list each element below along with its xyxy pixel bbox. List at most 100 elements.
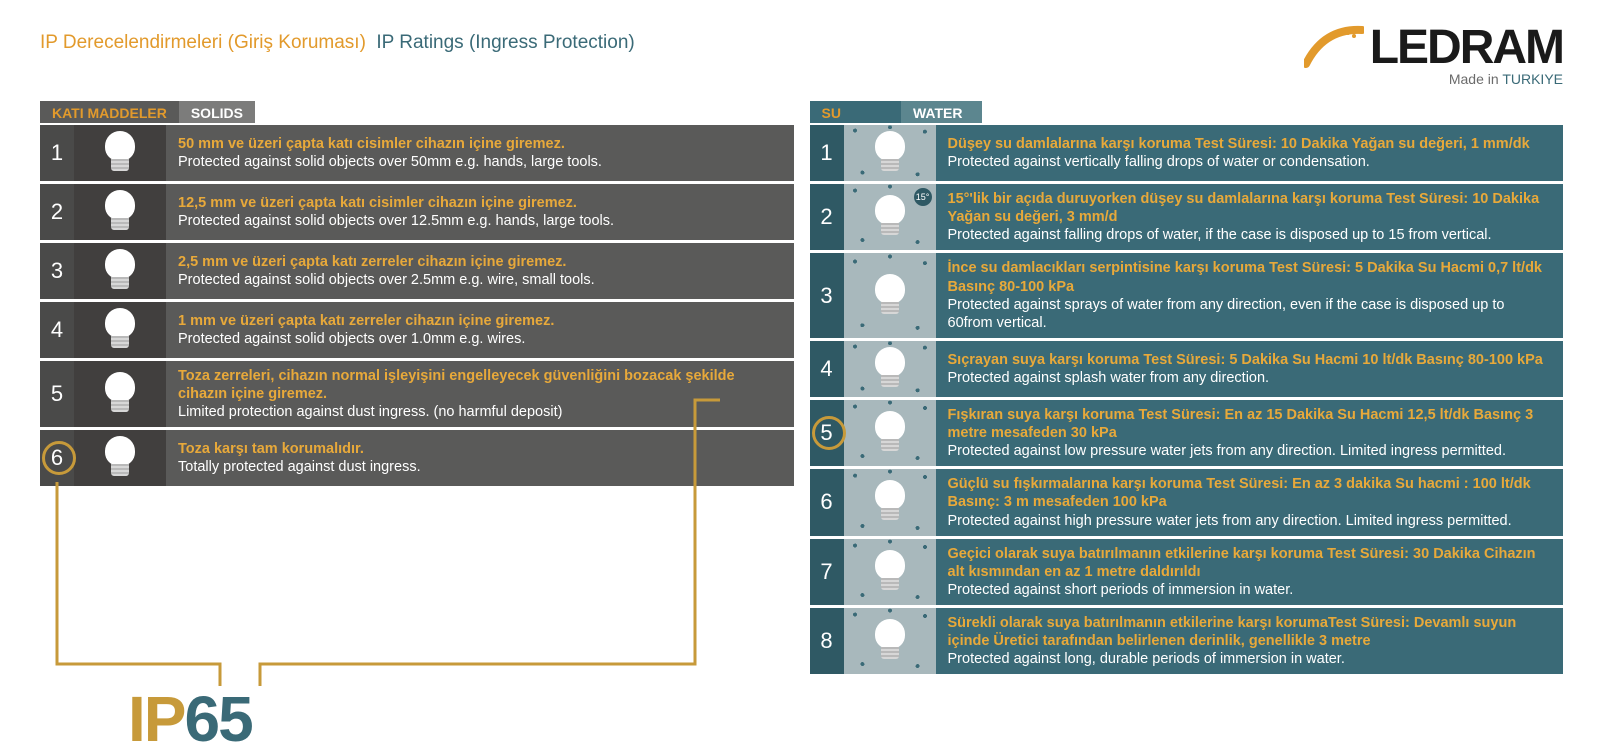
rating-description: Geçici olarak suya batırılmanın etkileri… bbox=[936, 539, 1564, 605]
water-row-2: 2 15° 15°'lik bir açıda duruyorken düşey s… bbox=[810, 184, 1564, 250]
solids-icon bbox=[74, 125, 166, 181]
desc-tr: 50 mm ve üzeri çapta katı cisimler cihaz… bbox=[178, 135, 782, 153]
logo-row: LEDRAM bbox=[1304, 20, 1563, 75]
rating-number: 3 bbox=[40, 243, 74, 299]
water-icon bbox=[844, 341, 936, 397]
rating-description: Sıçrayan suya karşı koruma Test Süresi: … bbox=[936, 341, 1564, 397]
desc-tr: 1 mm ve üzeri çapta katı zerreler cihazı… bbox=[178, 312, 782, 330]
rating-number: 1 bbox=[810, 125, 844, 181]
solids-rows: 1 50 mm ve üzeri çapta katı cisimler ciha… bbox=[40, 125, 794, 486]
rating-description: 2,5 mm ve üzeri çapta katı zerreler ciha… bbox=[166, 243, 794, 299]
water-tab-tr: SU bbox=[810, 101, 901, 123]
water-icon bbox=[844, 253, 936, 338]
desc-tr: Fışkıran suya karşı koruma Test Süresi: … bbox=[948, 406, 1552, 442]
rating-description: Fışkıran suya karşı koruma Test Süresi: … bbox=[936, 400, 1564, 466]
rating-number: 2 bbox=[810, 184, 844, 250]
rating-number: 6 bbox=[40, 430, 74, 486]
solids-icon bbox=[74, 302, 166, 358]
desc-en: Limited protection against dust ingress.… bbox=[178, 403, 782, 421]
rating-number: 1 bbox=[40, 125, 74, 181]
water-icon: 15° bbox=[844, 184, 936, 250]
desc-tr: Sıçrayan suya karşı koruma Test Süresi: … bbox=[948, 351, 1552, 369]
solids-row-6: 6 Toza karşı tam korumalıdır.Totally prot… bbox=[40, 430, 794, 486]
solids-row-2: 2 12,5 mm ve üzeri çapta katı cisimler ci… bbox=[40, 184, 794, 240]
rating-number: 6 bbox=[810, 469, 844, 535]
desc-tr: Toza karşı tam korumalıdır. bbox=[178, 440, 782, 458]
columns: KATI MADDELER SOLIDS 1 50 mm ve üzeri çap… bbox=[40, 101, 1563, 677]
title-tr: IP Derecelendirmeleri (Giriş Koruması) bbox=[40, 32, 366, 53]
solids-tabs: KATI MADDELER SOLIDS bbox=[40, 101, 794, 123]
solids-row-1: 1 50 mm ve üzeri çapta katı cisimler ciha… bbox=[40, 125, 794, 181]
ip-prefix: IP bbox=[128, 683, 184, 755]
page-title: IP Derecelendirmeleri (Giriş Koruması) I… bbox=[40, 20, 635, 54]
solids-icon bbox=[74, 184, 166, 240]
water-icon bbox=[844, 539, 936, 605]
desc-en: Protected against vertically falling dro… bbox=[948, 153, 1552, 171]
desc-tr: Geçici olarak suya batırılmanın etkileri… bbox=[948, 545, 1552, 581]
water-row-6: 6 Güçlü su fışkırmalarına karşı koruma Te… bbox=[810, 469, 1564, 535]
header: IP Derecelendirmeleri (Giriş Koruması) I… bbox=[40, 20, 1563, 87]
title-en: IP Ratings (Ingress Protection) bbox=[376, 32, 634, 53]
solids-column: KATI MADDELER SOLIDS 1 50 mm ve üzeri çap… bbox=[40, 101, 794, 489]
desc-tr: 2,5 mm ve üzeri çapta katı zerreler ciha… bbox=[178, 253, 782, 271]
logo-swoosh-icon bbox=[1304, 24, 1364, 72]
water-icon bbox=[844, 125, 936, 181]
rating-number: 4 bbox=[40, 302, 74, 358]
ip-second-digit: 5 bbox=[218, 683, 252, 755]
water-icon bbox=[844, 608, 936, 674]
angle-badge: 15° bbox=[914, 188, 932, 206]
rating-description: Toza zerreleri, cihazın normal işleyişin… bbox=[166, 361, 794, 427]
desc-en: Protected against short periods of immer… bbox=[948, 581, 1552, 599]
logo: LEDRAM Made in TURKIYE bbox=[1304, 20, 1563, 87]
desc-tr: İnce su damlacıkları serpintisine karşı … bbox=[948, 259, 1552, 295]
desc-en: Protected against solid objects over 12.… bbox=[178, 212, 782, 230]
desc-tr: Sürekli olarak suya batırılmanın etkiler… bbox=[948, 614, 1552, 650]
rating-number: 5 bbox=[810, 400, 844, 466]
water-row-7: 7Geçici olarak suya batırılmanın etkiler… bbox=[810, 539, 1564, 605]
desc-tr: 12,5 mm ve üzeri çapta katı cisimler cih… bbox=[178, 194, 782, 212]
solids-icon bbox=[74, 243, 166, 299]
desc-en: Protected against solid objects over 1.0… bbox=[178, 330, 782, 348]
rating-number: 8 bbox=[810, 608, 844, 674]
desc-en: Protected against high pressure water je… bbox=[948, 512, 1552, 530]
water-tabs: SU WATER bbox=[810, 101, 1564, 123]
rating-description: 15°'lik bir açıda duruyorken düşey su da… bbox=[936, 184, 1564, 250]
desc-tr: Güçlü su fışkırmalarına karşı koruma Tes… bbox=[948, 475, 1552, 511]
water-row-3: 3 İnce su damlacıkları serpintisine karşı… bbox=[810, 253, 1564, 338]
rating-description: 1 mm ve üzeri çapta katı zerreler cihazı… bbox=[166, 302, 794, 358]
ip-first-digit: 6 bbox=[184, 683, 218, 755]
water-column: SU WATER 1 Düşey su damlalarına karşı kor… bbox=[810, 101, 1564, 677]
logo-text: LEDRAM bbox=[1370, 20, 1563, 75]
rating-number: 4 bbox=[810, 341, 844, 397]
desc-en: Protected against low pressure water jet… bbox=[948, 442, 1552, 460]
solids-icon bbox=[74, 430, 166, 486]
desc-tr: Toza zerreleri, cihazın normal işleyişin… bbox=[178, 367, 782, 403]
water-row-8: 8 Sürekli olarak suya batırılmanın etkile… bbox=[810, 608, 1564, 674]
desc-en: Protected against falling drops of water… bbox=[948, 226, 1552, 244]
water-icon bbox=[844, 400, 936, 466]
rating-description: Sürekli olarak suya batırılmanın etkiler… bbox=[936, 608, 1564, 674]
rating-number: 5 bbox=[40, 361, 74, 427]
desc-en: Protected against sprays of water from a… bbox=[948, 296, 1552, 332]
rating-description: Düşey su damlalarına karşı koruma Test S… bbox=[936, 125, 1564, 181]
solids-icon bbox=[74, 361, 166, 427]
water-row-1: 1 Düşey su damlalarına karşı koruma Test … bbox=[810, 125, 1564, 181]
solids-row-3: 3 2,5 mm ve üzeri çapta katı zerreler cih… bbox=[40, 243, 794, 299]
water-icon bbox=[844, 469, 936, 535]
desc-en: Protected against splash water from any … bbox=[948, 369, 1552, 387]
water-row-4: 4 Sıçrayan suya karşı koruma Test Süresi:… bbox=[810, 341, 1564, 397]
rating-description: 50 mm ve üzeri çapta katı cisimler cihaz… bbox=[166, 125, 794, 181]
desc-en: Protected against long, durable periods … bbox=[948, 650, 1552, 668]
rating-description: 12,5 mm ve üzeri çapta katı cisimler cih… bbox=[166, 184, 794, 240]
desc-tr: Düşey su damlalarına karşı koruma Test S… bbox=[948, 135, 1552, 153]
ip-example-label: IP65 bbox=[128, 682, 252, 756]
rating-number: 3 bbox=[810, 253, 844, 338]
desc-en: Totally protected against dust ingress. bbox=[178, 458, 782, 476]
rating-description: Güçlü su fışkırmalarına karşı koruma Tes… bbox=[936, 469, 1564, 535]
solids-tab-tr: KATI MADDELER bbox=[40, 101, 179, 123]
desc-en: Protected against solid objects over 50m… bbox=[178, 153, 782, 171]
rating-description: İnce su damlacıkları serpintisine karşı … bbox=[936, 253, 1564, 338]
desc-tr: 15°'lik bir açıda duruyorken düşey su da… bbox=[948, 190, 1552, 226]
solids-row-5: 5 Toza zerreleri, cihazın normal işleyişi… bbox=[40, 361, 794, 427]
rating-number: 2 bbox=[40, 184, 74, 240]
